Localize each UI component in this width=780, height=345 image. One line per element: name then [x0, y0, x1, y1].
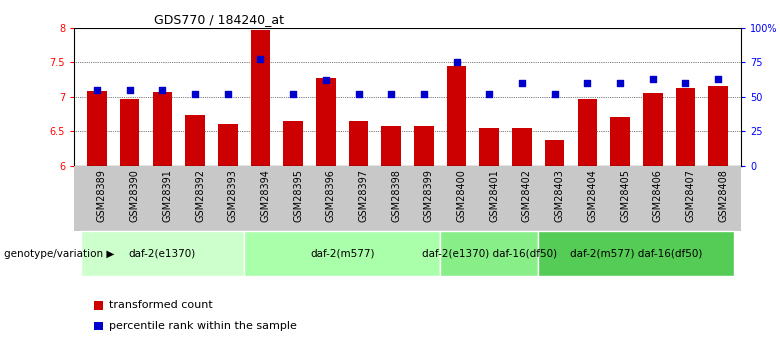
- Text: GSM28408: GSM28408: [718, 169, 728, 222]
- Text: genotype/variation ▶: genotype/variation ▶: [4, 249, 115, 258]
- Text: GSM28394: GSM28394: [261, 169, 271, 222]
- Point: [353, 91, 365, 97]
- Point: [417, 91, 430, 97]
- Bar: [610, 117, 630, 166]
- Text: GSM28405: GSM28405: [620, 169, 630, 222]
- Point: [548, 91, 561, 97]
- Bar: [447, 66, 466, 166]
- Text: GSM28399: GSM28399: [424, 169, 434, 222]
- Point: [614, 80, 626, 86]
- Bar: [316, 78, 335, 166]
- Text: transformed count: transformed count: [109, 300, 213, 310]
- Bar: [120, 99, 140, 166]
- Text: GSM28398: GSM28398: [392, 169, 401, 222]
- Bar: [708, 86, 728, 166]
- Text: GSM28390: GSM28390: [129, 169, 140, 222]
- Text: GSM28404: GSM28404: [587, 169, 597, 222]
- Point: [287, 91, 300, 97]
- Text: GSM28396: GSM28396: [326, 169, 336, 222]
- Point: [385, 91, 398, 97]
- Point: [320, 77, 332, 83]
- Text: GSM28401: GSM28401: [489, 169, 499, 222]
- Text: GSM28400: GSM28400: [456, 169, 466, 222]
- Bar: [577, 99, 597, 166]
- Text: GSM28395: GSM28395: [293, 169, 303, 222]
- Text: GSM28391: GSM28391: [162, 169, 172, 222]
- Point: [647, 76, 659, 81]
- Point: [123, 87, 136, 92]
- Text: GSM28406: GSM28406: [653, 169, 663, 222]
- Text: GSM28393: GSM28393: [228, 169, 238, 222]
- Text: daf-2(e1370): daf-2(e1370): [129, 249, 196, 258]
- Text: GSM28402: GSM28402: [522, 169, 532, 222]
- Point: [450, 59, 463, 65]
- Bar: [414, 126, 434, 166]
- Text: GSM28389: GSM28389: [97, 169, 107, 222]
- Point: [712, 76, 725, 81]
- Text: GSM28397: GSM28397: [359, 169, 368, 222]
- Text: GSM28407: GSM28407: [686, 169, 696, 222]
- Text: daf-2(m577) daf-16(df50): daf-2(m577) daf-16(df50): [570, 249, 703, 258]
- Point: [516, 80, 528, 86]
- Point: [679, 80, 692, 86]
- Bar: [545, 140, 565, 166]
- Bar: [250, 30, 270, 166]
- Text: daf-2(m577): daf-2(m577): [310, 249, 374, 258]
- Text: GSM28403: GSM28403: [555, 169, 565, 222]
- Point: [581, 80, 594, 86]
- Point: [189, 91, 201, 97]
- Bar: [381, 126, 401, 166]
- Point: [222, 91, 234, 97]
- Text: percentile rank within the sample: percentile rank within the sample: [109, 321, 297, 331]
- Point: [254, 57, 267, 62]
- Text: GDS770 / 184240_at: GDS770 / 184240_at: [154, 13, 284, 27]
- Bar: [87, 91, 107, 166]
- Bar: [283, 121, 303, 166]
- Bar: [675, 88, 695, 166]
- Bar: [349, 121, 368, 166]
- Point: [90, 87, 103, 92]
- Bar: [512, 128, 532, 166]
- Point: [483, 91, 495, 97]
- Point: [156, 87, 168, 92]
- Bar: [186, 115, 205, 166]
- Text: daf-2(e1370) daf-16(df50): daf-2(e1370) daf-16(df50): [422, 249, 557, 258]
- Bar: [643, 93, 662, 166]
- Bar: [480, 128, 499, 166]
- Bar: [218, 124, 238, 166]
- Text: GSM28392: GSM28392: [195, 169, 205, 222]
- Bar: [153, 92, 172, 166]
